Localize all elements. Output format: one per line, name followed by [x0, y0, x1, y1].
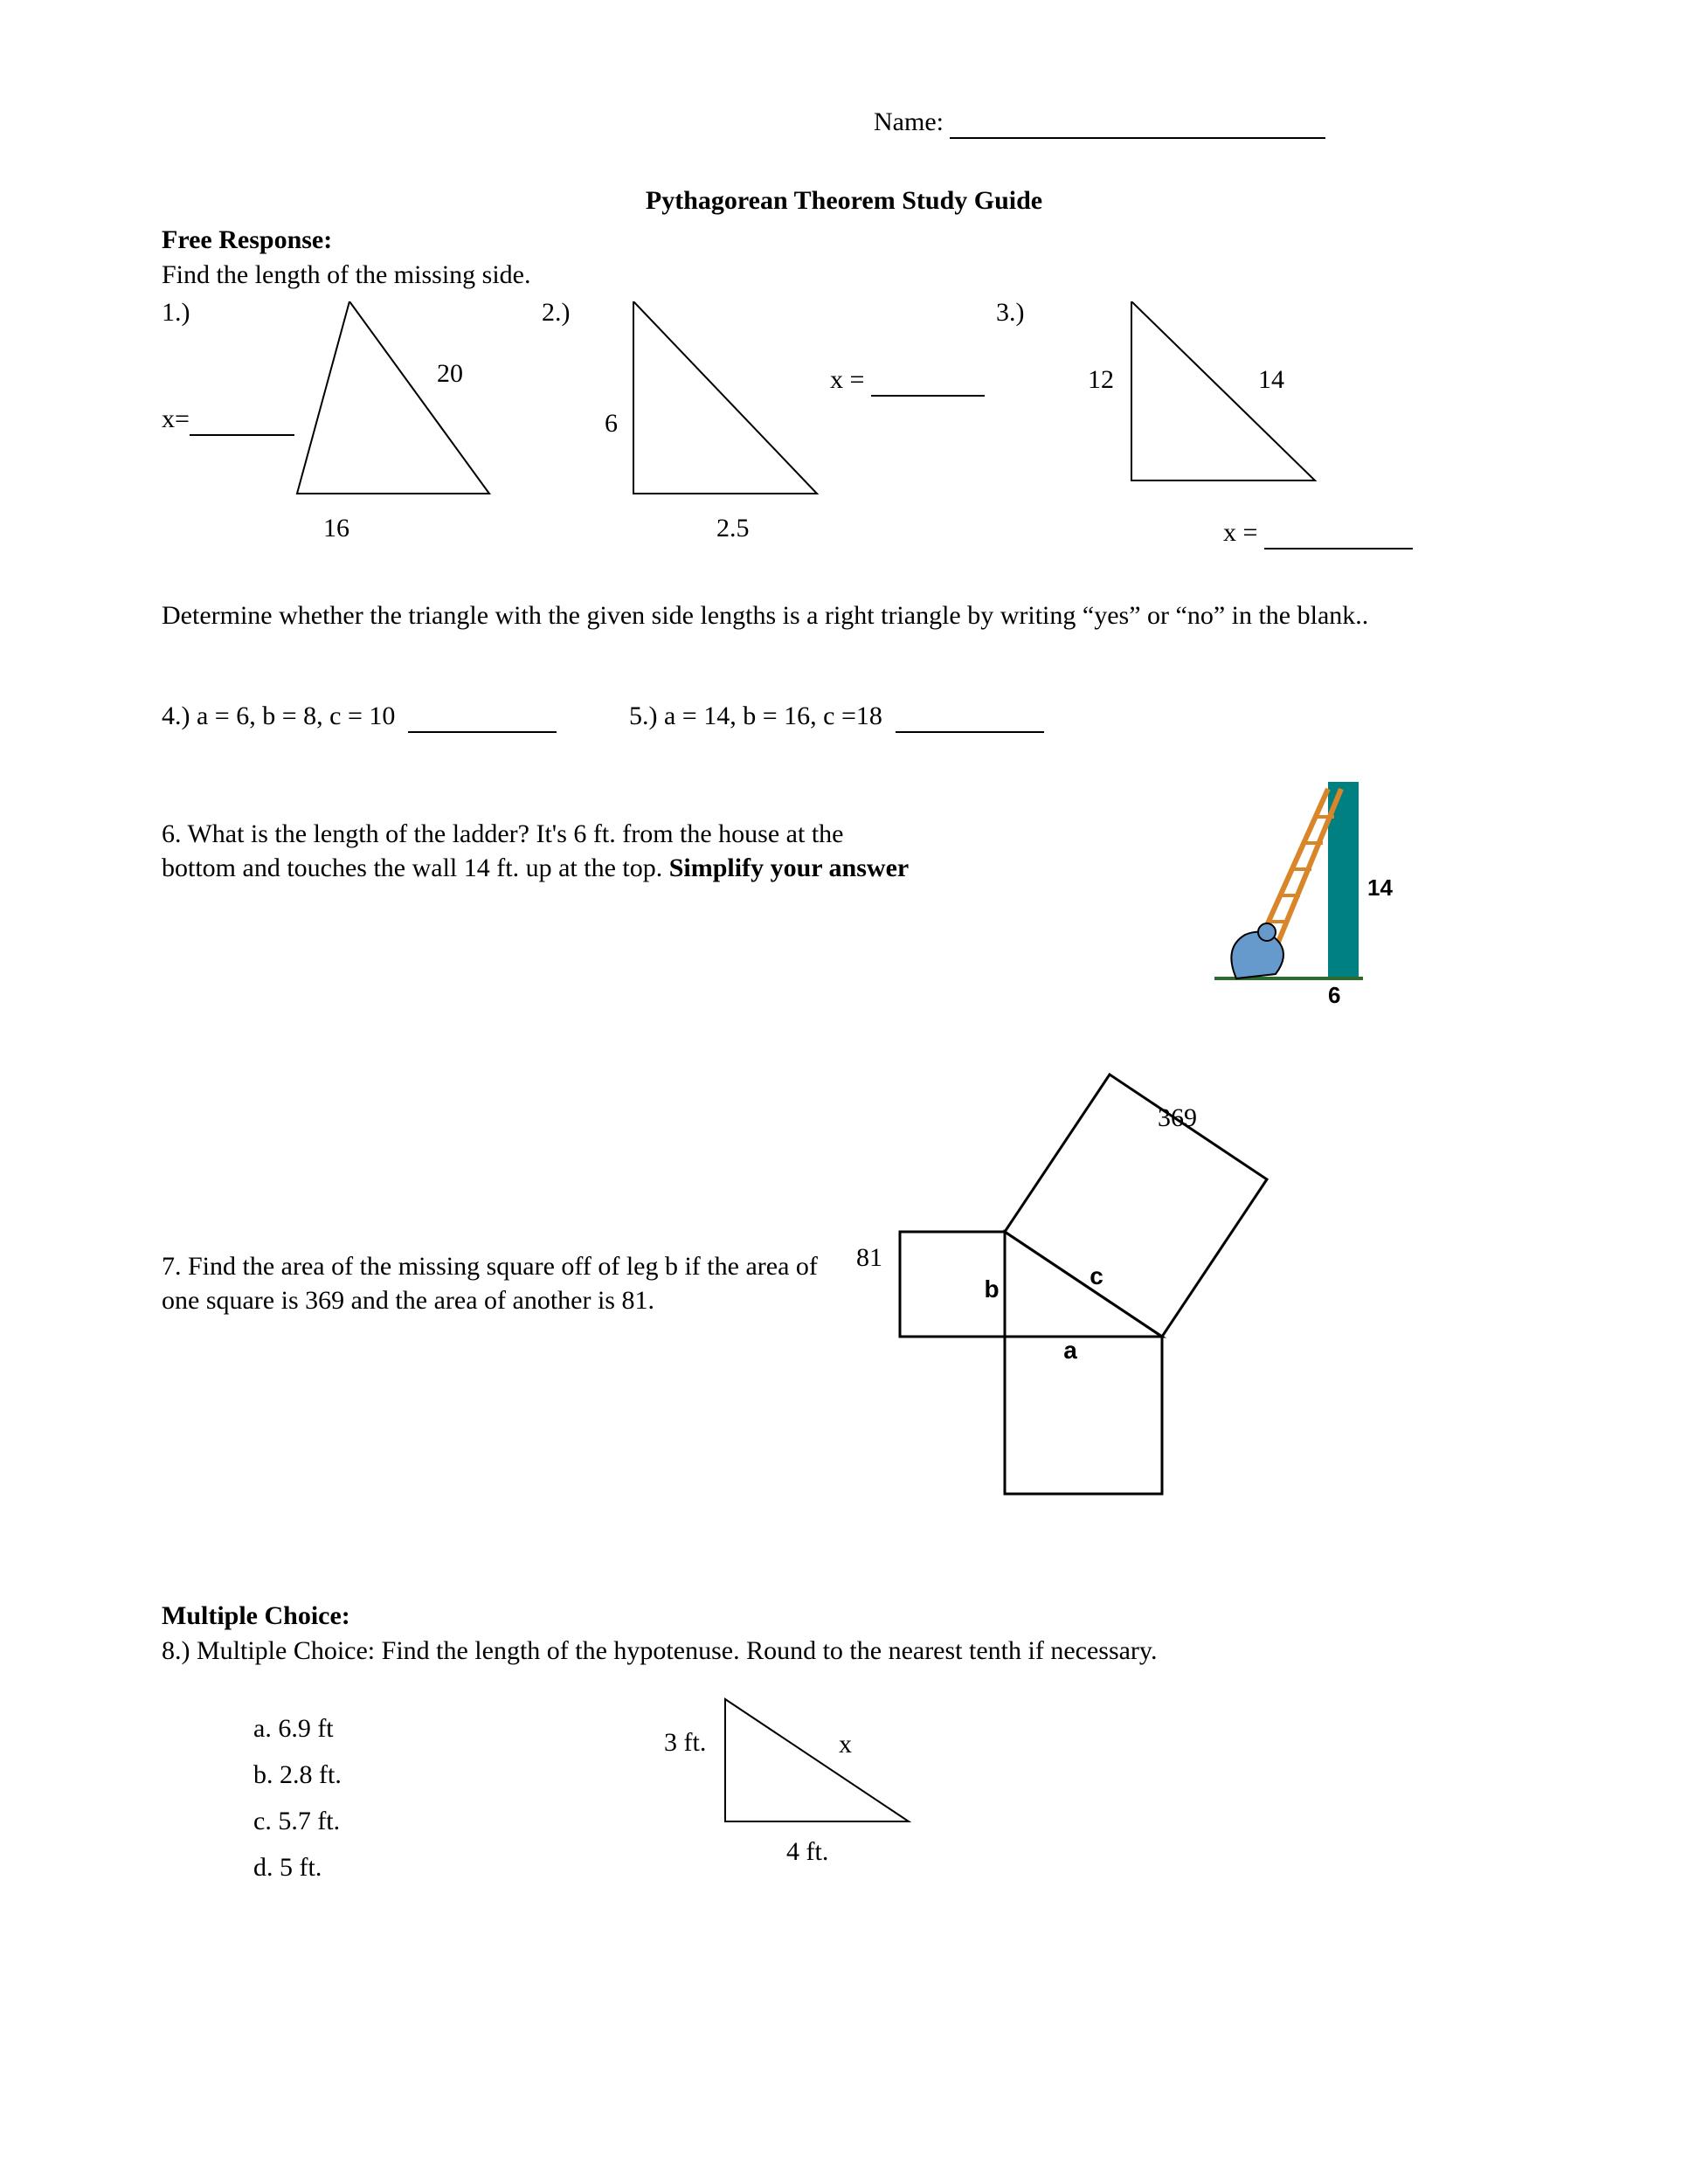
name-field: Name: — [874, 105, 1325, 139]
name-label: Name: — [874, 107, 944, 136]
q8-diagram: 3 ft. 4 ft. x — [664, 1690, 944, 1856]
q7-sq-c-label: 369 — [1158, 1101, 1197, 1135]
q5-answer-blank[interactable] — [896, 702, 1044, 733]
q2-number: 2.) — [542, 295, 571, 329]
q2-triangle — [616, 301, 843, 502]
q1-triangle — [288, 301, 507, 502]
q6-base-label: 6 — [1328, 981, 1340, 1011]
q5-body: 5.) a = 14, b = 16, c =18 — [629, 702, 882, 730]
instruction-determine: Determine whether the triangle with the … — [162, 598, 1525, 632]
q3-answer: x = — [1223, 515, 1413, 549]
q8-choice-a[interactable]: a. 6.9 ft — [253, 1711, 342, 1745]
q3-hyp-label: 14 — [1258, 363, 1284, 397]
q6-ladder-diagram: 14 6 — [1206, 782, 1398, 1018]
q8-base-label: 4 ft. — [786, 1835, 828, 1869]
q8-choices: a. 6.9 ft b. 2.8 ft. c. 5.7 ft. d. 5 ft. — [253, 1699, 342, 1897]
section-free-response-heading: Free Response: — [162, 223, 332, 257]
q8-left-label: 3 ft. — [664, 1725, 706, 1759]
q1-answer: x= — [162, 402, 294, 436]
instruction-missing-side: Find the length of the missing side. — [162, 258, 530, 292]
q1-number: 1.) — [162, 295, 190, 329]
q1-base-label: 16 — [323, 511, 349, 545]
q4-answer-blank[interactable] — [408, 702, 557, 733]
q7-b-label: b — [984, 1275, 999, 1303]
q2-base-label: 2.5 — [716, 511, 750, 545]
q3-answer-blank[interactable] — [1264, 519, 1413, 549]
q1-answer-label: x= — [162, 404, 190, 433]
q7-diagram: a b c 369 81 — [891, 1057, 1380, 1572]
name-blank[interactable] — [950, 108, 1325, 139]
q1-hyp-label: 20 — [437, 356, 463, 390]
q2-answer-label: x = — [830, 365, 871, 394]
q6-line1: 6. What is the length of the ladder? It'… — [162, 819, 843, 848]
q8-choice-c[interactable]: c. 5.7 ft. — [253, 1804, 342, 1838]
q8-text: 8.) Multiple Choice: Find the length of … — [162, 1634, 1525, 1668]
q1-answer-blank[interactable] — [190, 405, 294, 436]
q8-hyp-label: x — [839, 1727, 852, 1761]
q4-body: 4.) a = 6, b = 8, c = 10 — [162, 702, 395, 730]
q3-left-label: 12 — [1088, 363, 1114, 397]
q6-text: 6. What is the length of the ladder? It'… — [162, 817, 1123, 885]
q3-number: 3.) — [996, 295, 1025, 329]
section-multiple-choice-heading: Multiple Choice: — [162, 1599, 350, 1633]
q5-text: 5.) a = 14, b = 16, c =18 — [629, 699, 1044, 733]
q6-bold: Simplify your answer — [669, 854, 909, 882]
q7-text: 7. Find the area of the missing square o… — [162, 1249, 861, 1317]
q3-answer-label: x = — [1223, 518, 1264, 547]
q2-left-label: 6 — [605, 406, 618, 440]
q8-choice-b[interactable]: b. 2.8 ft. — [253, 1758, 342, 1792]
q7-a-label: a — [1063, 1337, 1077, 1364]
q6-line2: bottom and touches the wall 14 ft. up at… — [162, 854, 669, 882]
q2-answer-blank[interactable] — [871, 366, 985, 397]
q7-c-label: c — [1090, 1262, 1103, 1289]
q8-choice-d[interactable]: d. 5 ft. — [253, 1850, 342, 1884]
q2-answer: x = — [830, 363, 985, 397]
worksheet-page: Name: Pythagorean Theorem Study Guide Fr… — [0, 0, 1688, 2184]
q4-text: 4.) a = 6, b = 8, c = 10 — [162, 699, 557, 733]
page-title: Pythagorean Theorem Study Guide — [0, 183, 1688, 218]
q7-sq-b-label: 81 — [856, 1241, 882, 1275]
q6-wall-label: 14 — [1367, 874, 1393, 903]
q3-triangle — [1114, 301, 1341, 494]
